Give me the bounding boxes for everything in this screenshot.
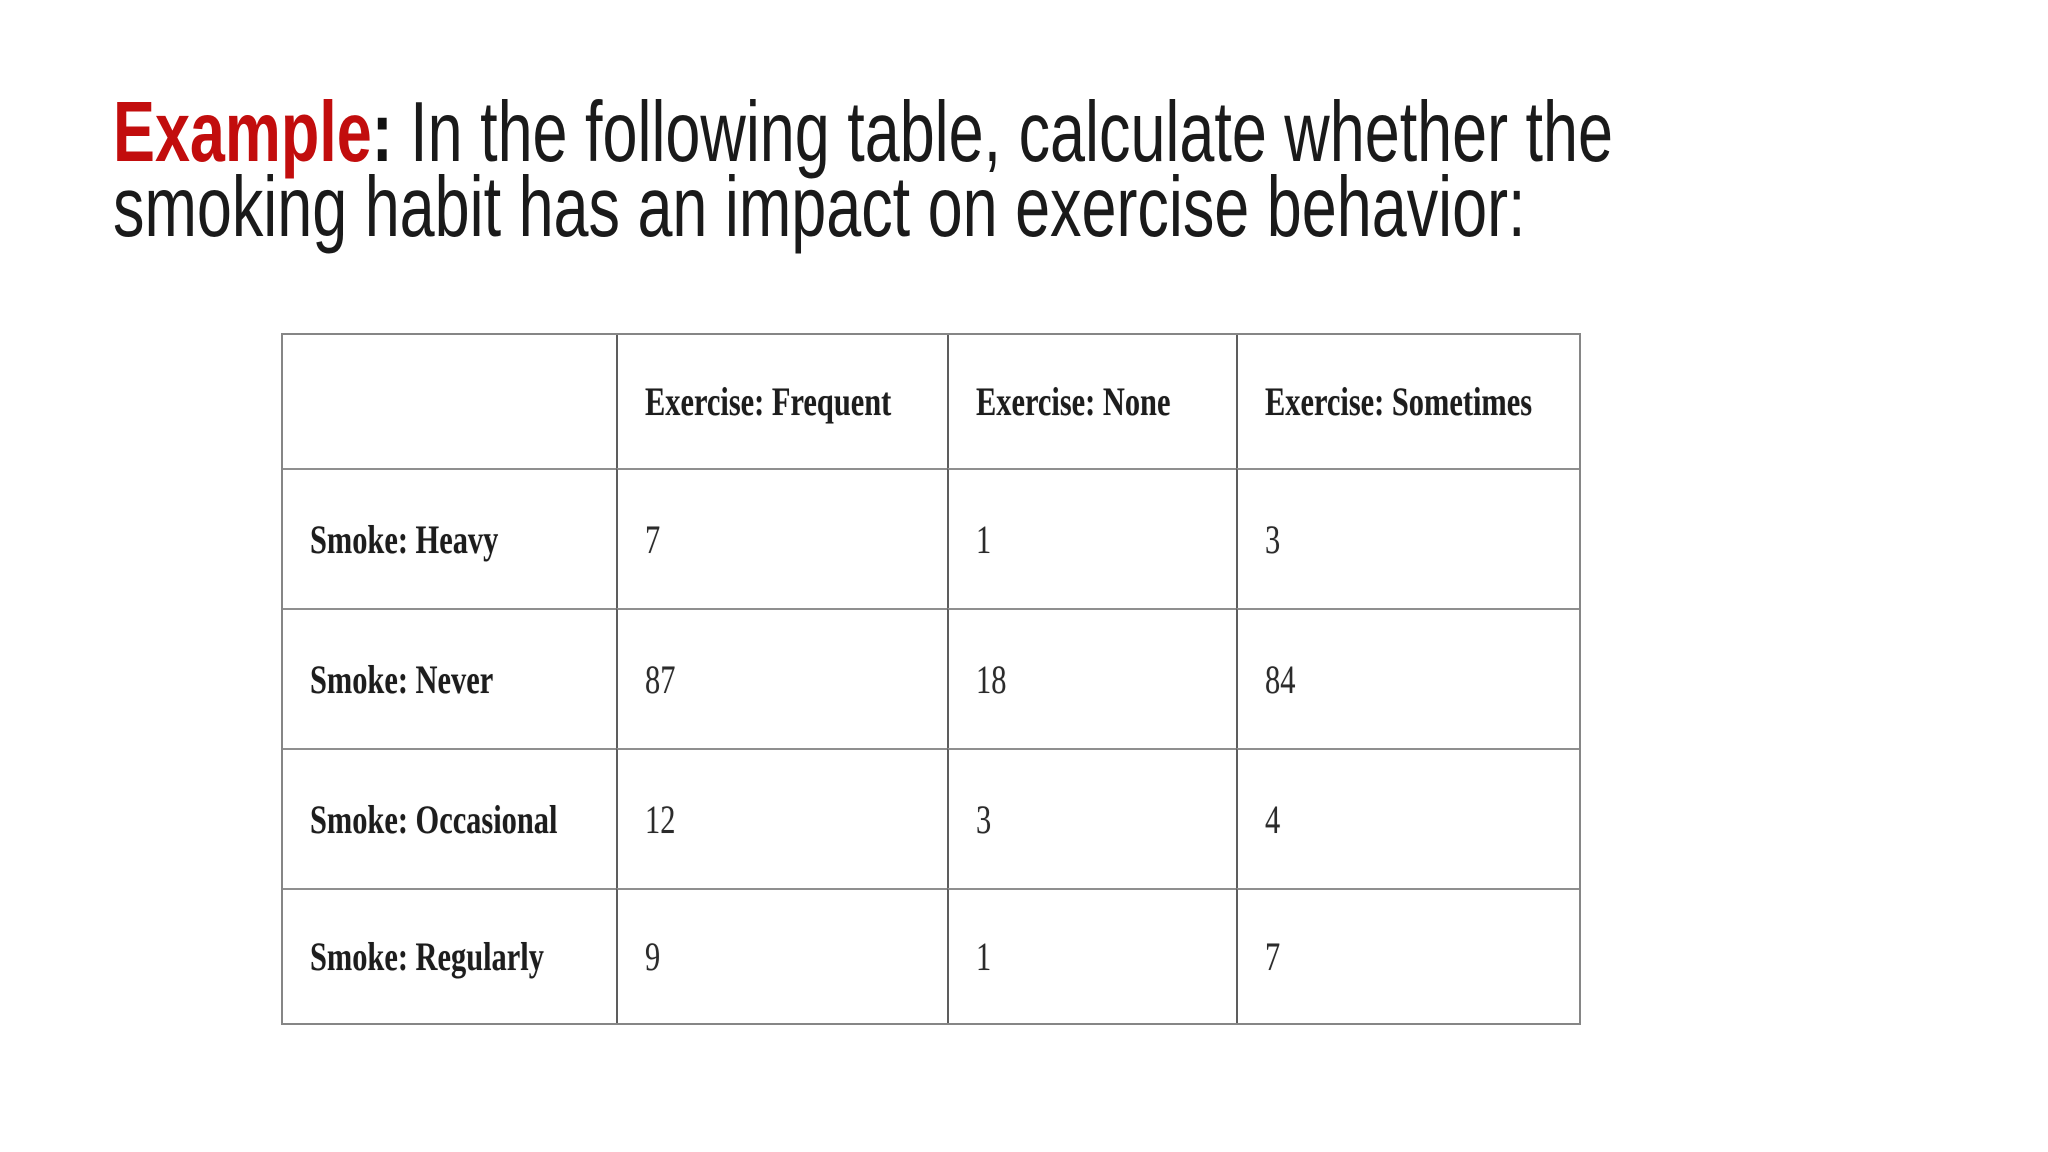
- table-row-label-cell: Smoke: Regularly: [283, 888, 616, 1023]
- row-label-smoke-heavy: Smoke: Heavy: [310, 516, 499, 562]
- column-header-exercise-none: Exercise: None: [976, 379, 1171, 424]
- table-header-cell: Exercise: Sometimes: [1236, 335, 1579, 468]
- cell-value: 3: [1265, 516, 1281, 562]
- column-header-exercise-frequent: Exercise: Frequent: [645, 379, 892, 424]
- table-data-cell: 3: [1236, 468, 1579, 608]
- table-data-cell: 3: [947, 748, 1236, 888]
- table-data-cell: 1: [947, 888, 1236, 1023]
- cell-value: 84: [1265, 656, 1296, 702]
- cell-value: 7: [645, 516, 661, 562]
- row-label-smoke-regularly: Smoke: Regularly: [310, 934, 544, 979]
- row-label-smoke-occasional: Smoke: Occasional: [310, 796, 558, 842]
- table-corner-cell: [283, 335, 616, 468]
- table-data-cell: 12: [616, 748, 947, 888]
- title-colon: :: [371, 85, 393, 180]
- cell-value: 4: [1265, 796, 1281, 842]
- cell-value: 1: [976, 516, 992, 562]
- table-header-cell: Exercise: None: [947, 335, 1236, 468]
- cell-value: 1: [976, 934, 992, 979]
- cell-value: 7: [1265, 934, 1281, 979]
- row-label-smoke-never: Smoke: Never: [310, 656, 494, 702]
- table-data-cell: 9: [616, 888, 947, 1023]
- contingency-table: Exercise: Frequent Exercise: None Exerci…: [281, 333, 1581, 1025]
- table-data-cell: 7: [616, 468, 947, 608]
- cell-value: 18: [976, 656, 1007, 702]
- table-data-cell: 7: [1236, 888, 1579, 1023]
- cell-value: 3: [976, 796, 992, 842]
- column-header-exercise-sometimes: Exercise: Sometimes: [1265, 379, 1533, 424]
- title-line2-text: smoking habit has an impact on exercise …: [113, 160, 1526, 255]
- table-data-cell: 84: [1236, 608, 1579, 748]
- cell-value: 87: [645, 656, 676, 702]
- table-row-label-cell: Smoke: Never: [283, 608, 616, 748]
- page-title: Example: In the following table, calcula…: [113, 90, 1613, 250]
- table-data-cell: 87: [616, 608, 947, 748]
- table-header-cell: Exercise: Frequent: [616, 335, 947, 468]
- cell-value: 12: [645, 796, 676, 842]
- table-row-label-cell: Smoke: Heavy: [283, 468, 616, 608]
- table-data-cell: 18: [947, 608, 1236, 748]
- title-keyword: Example: [113, 85, 372, 180]
- table-data-cell: 1: [947, 468, 1236, 608]
- table-row-label-cell: Smoke: Occasional: [283, 748, 616, 888]
- cell-value: 9: [645, 934, 661, 979]
- title-line1-text: In the following table, calculate whethe…: [392, 85, 1614, 180]
- table-data-cell: 4: [1236, 748, 1579, 888]
